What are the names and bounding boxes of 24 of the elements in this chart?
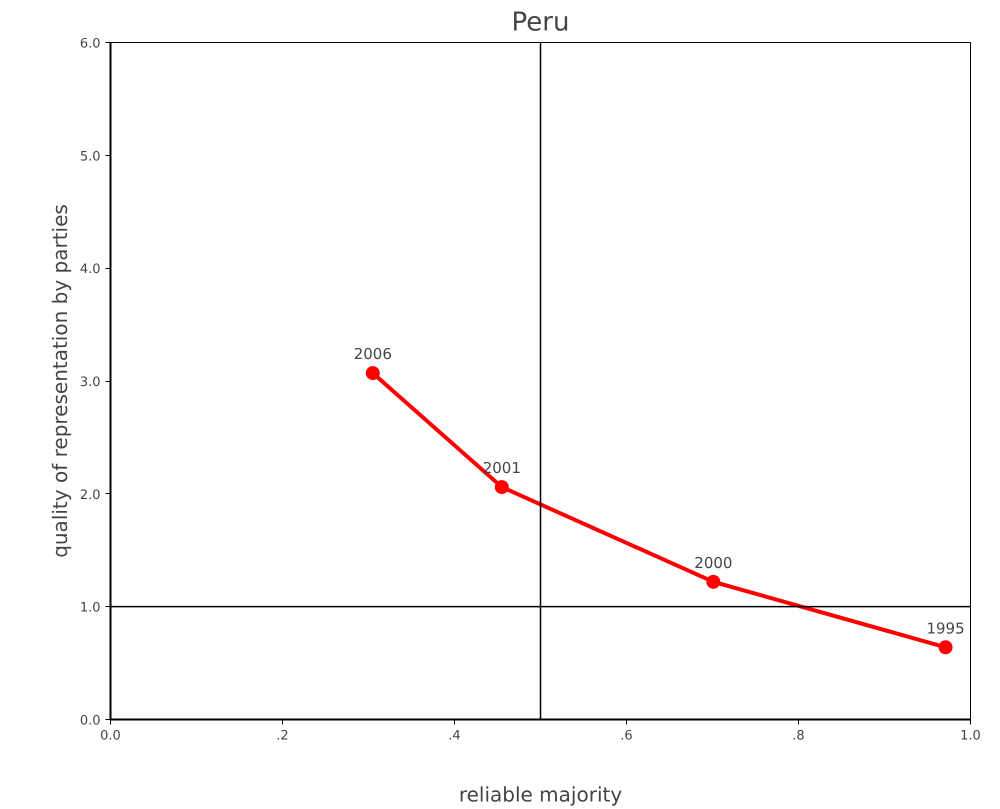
point — [938, 640, 953, 654]
x-tick-label: .8 — [792, 728, 805, 744]
x-tick-label: .2 — [276, 728, 289, 744]
y-tick-label: 5.0 — [80, 149, 101, 164]
y-tick-label: 3.0 — [80, 375, 101, 390]
x-tick-label: .6 — [620, 728, 633, 744]
y-tick-label: 1.0 — [80, 600, 101, 616]
annotation: 2001 — [482, 459, 521, 478]
y-tick-label: 4.0 — [80, 262, 101, 278]
y-axis-title: quality of representation by parties — [48, 204, 72, 558]
x-tick-label: 0.0 — [100, 728, 121, 744]
point — [494, 480, 509, 494]
x-tick-label: .4 — [448, 728, 461, 744]
point — [366, 366, 380, 380]
annotation: 1995 — [926, 619, 965, 638]
annotation: 2006 — [354, 345, 392, 364]
annotation: 2000 — [694, 554, 732, 572]
y-tick-label: 2.0 — [80, 488, 101, 503]
x-tick-label: 1.0 — [960, 728, 981, 744]
chart-title: Peru — [512, 8, 570, 38]
y-tick-label: 6.0 — [80, 36, 101, 52]
x-axis-title: reliable majority — [458, 782, 622, 806]
point — [706, 574, 720, 589]
y-tick-label: 0.0 — [80, 714, 101, 728]
